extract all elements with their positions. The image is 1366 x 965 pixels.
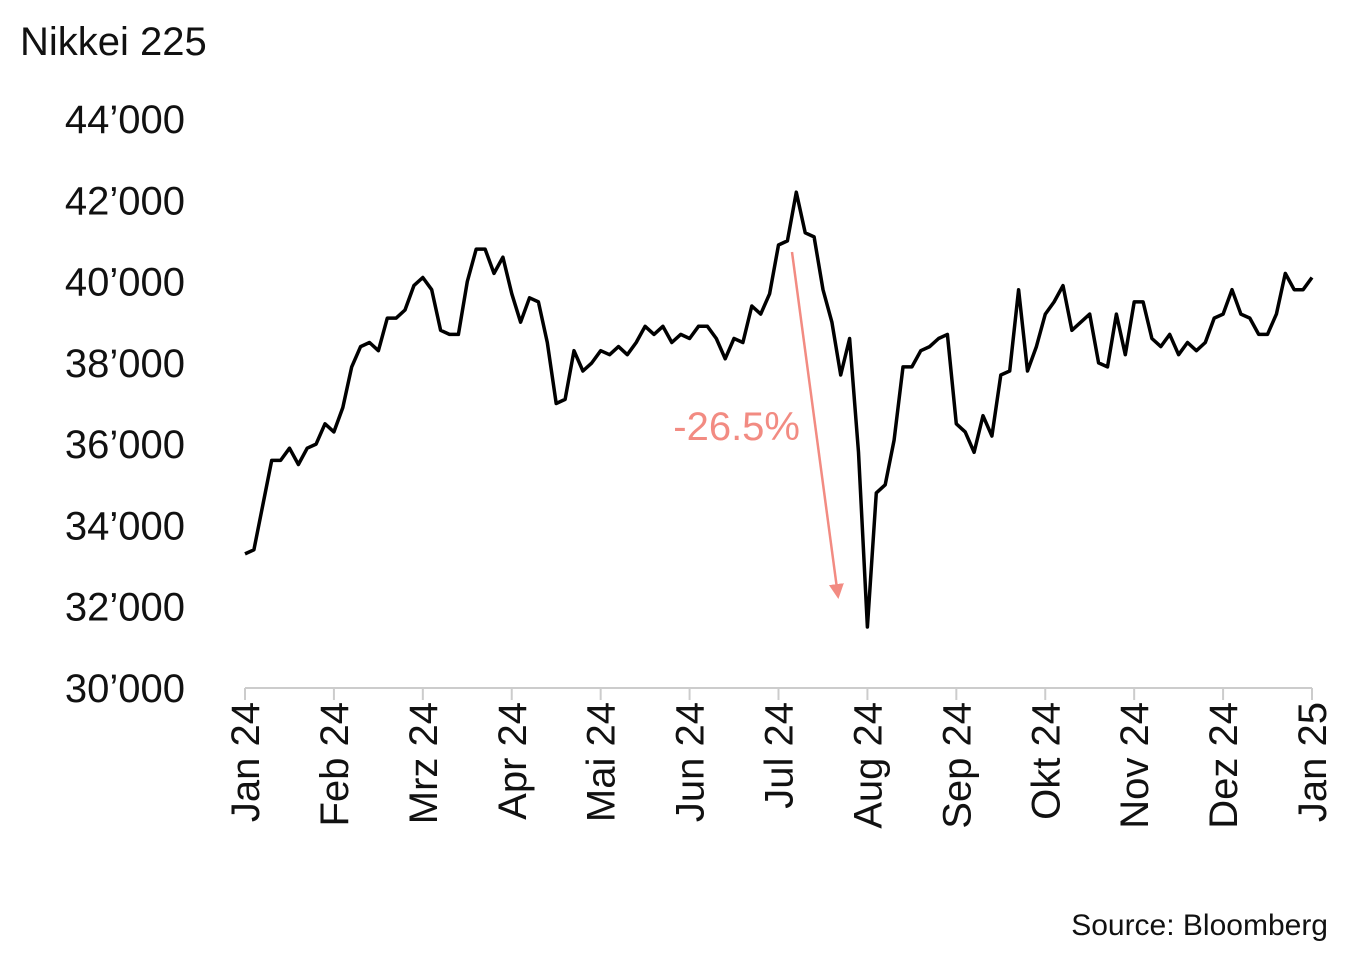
x-tick-label: Aug 24 bbox=[846, 702, 890, 829]
x-tick-label: Mrz 24 bbox=[402, 702, 446, 824]
x-tick-label: Jan 24 bbox=[224, 702, 268, 822]
annotation: -26.5% bbox=[673, 405, 800, 449]
x-tick-label: Mai 24 bbox=[580, 702, 624, 822]
chart-title: Nikkei 225 bbox=[20, 20, 207, 64]
x-tick-label: Dez 24 bbox=[1202, 702, 1246, 829]
x-tick-label: Okt 24 bbox=[1024, 702, 1068, 820]
y-tick-label: 38’000 bbox=[65, 342, 185, 386]
y-tick-label: 30’000 bbox=[65, 667, 185, 711]
x-tick-label: Jul 24 bbox=[758, 702, 802, 809]
x-tick-label: Jun 24 bbox=[669, 702, 713, 822]
y-tick-label: 40’000 bbox=[65, 261, 185, 305]
source: Source: Bloomberg bbox=[1071, 909, 1328, 942]
y-tick-label: 44’000 bbox=[65, 98, 185, 142]
y-tick-label: 36’000 bbox=[65, 423, 185, 467]
y-tick-label: 32’000 bbox=[65, 586, 185, 630]
annotation-arrow bbox=[790, 251, 844, 599]
y-tick-label: 34’000 bbox=[65, 504, 185, 548]
line-series bbox=[244, 190, 1314, 629]
x-tick-label: Jan 25 bbox=[1291, 702, 1335, 822]
x-tick-label: Nov 24 bbox=[1113, 702, 1157, 829]
x-tick-label: Sep 24 bbox=[935, 702, 979, 829]
y-tick-label: 42’000 bbox=[65, 179, 185, 223]
x-tick-label: Apr 24 bbox=[491, 702, 535, 820]
x-tick-label: Feb 24 bbox=[313, 702, 357, 827]
